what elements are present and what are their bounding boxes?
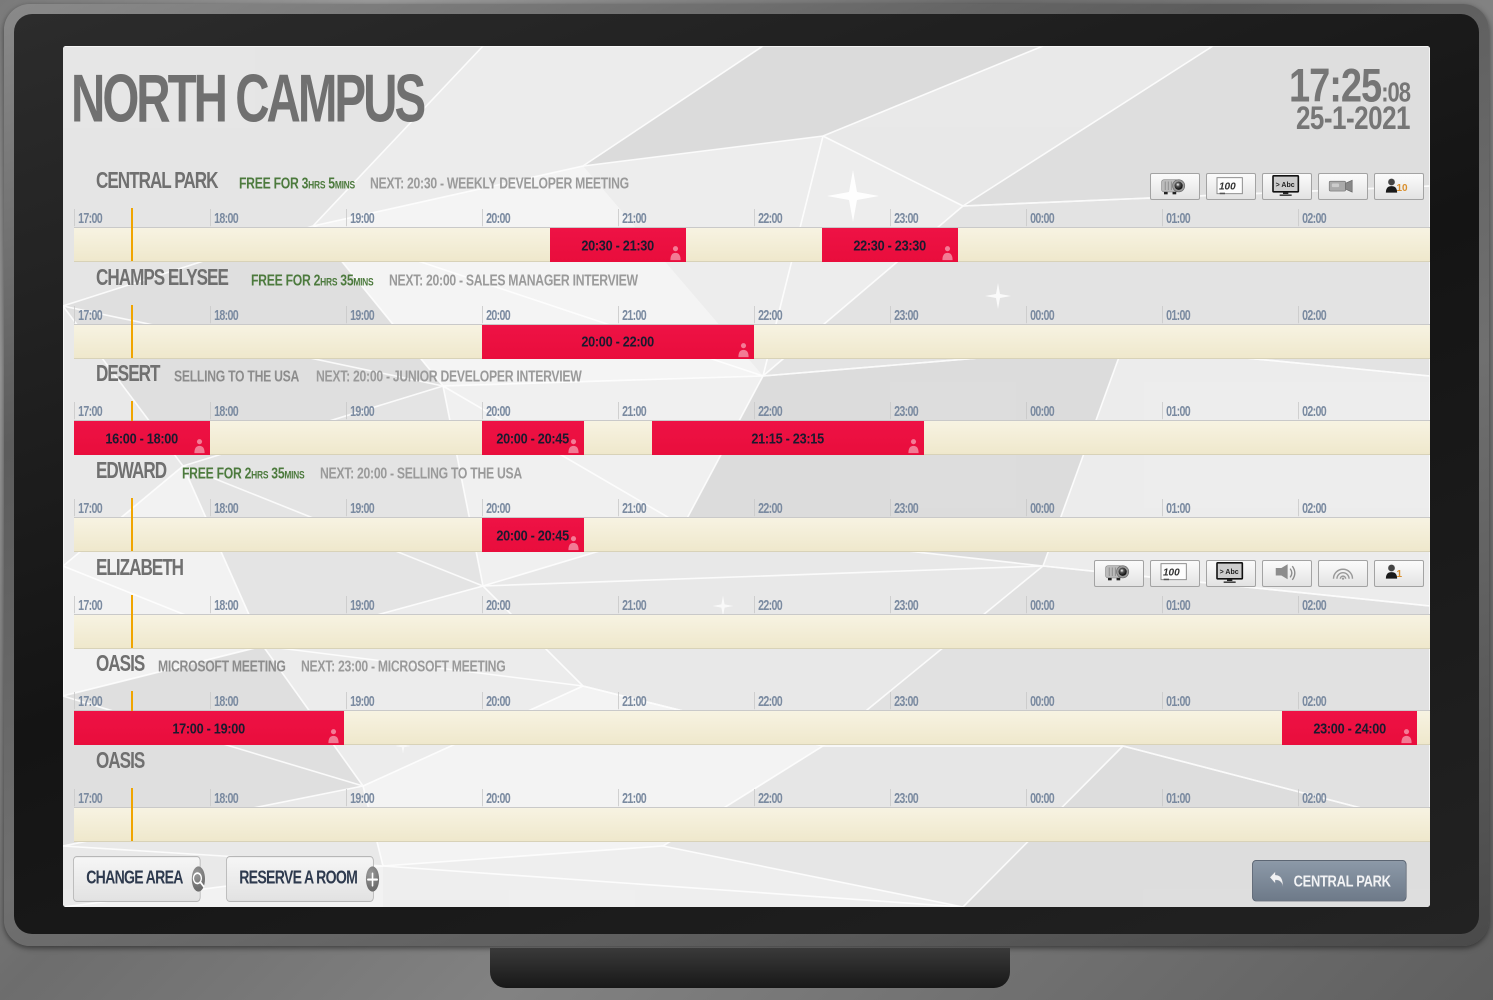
svg-text:10: 10: [1397, 182, 1409, 193]
svg-text:100: 100: [1219, 181, 1236, 192]
svg-text:100: 100: [1163, 568, 1180, 579]
svg-text:1: 1: [1397, 569, 1403, 580]
svg-text:> Abc: > Abc: [1220, 569, 1239, 576]
svg-text:> Abc: > Abc: [1276, 182, 1295, 189]
